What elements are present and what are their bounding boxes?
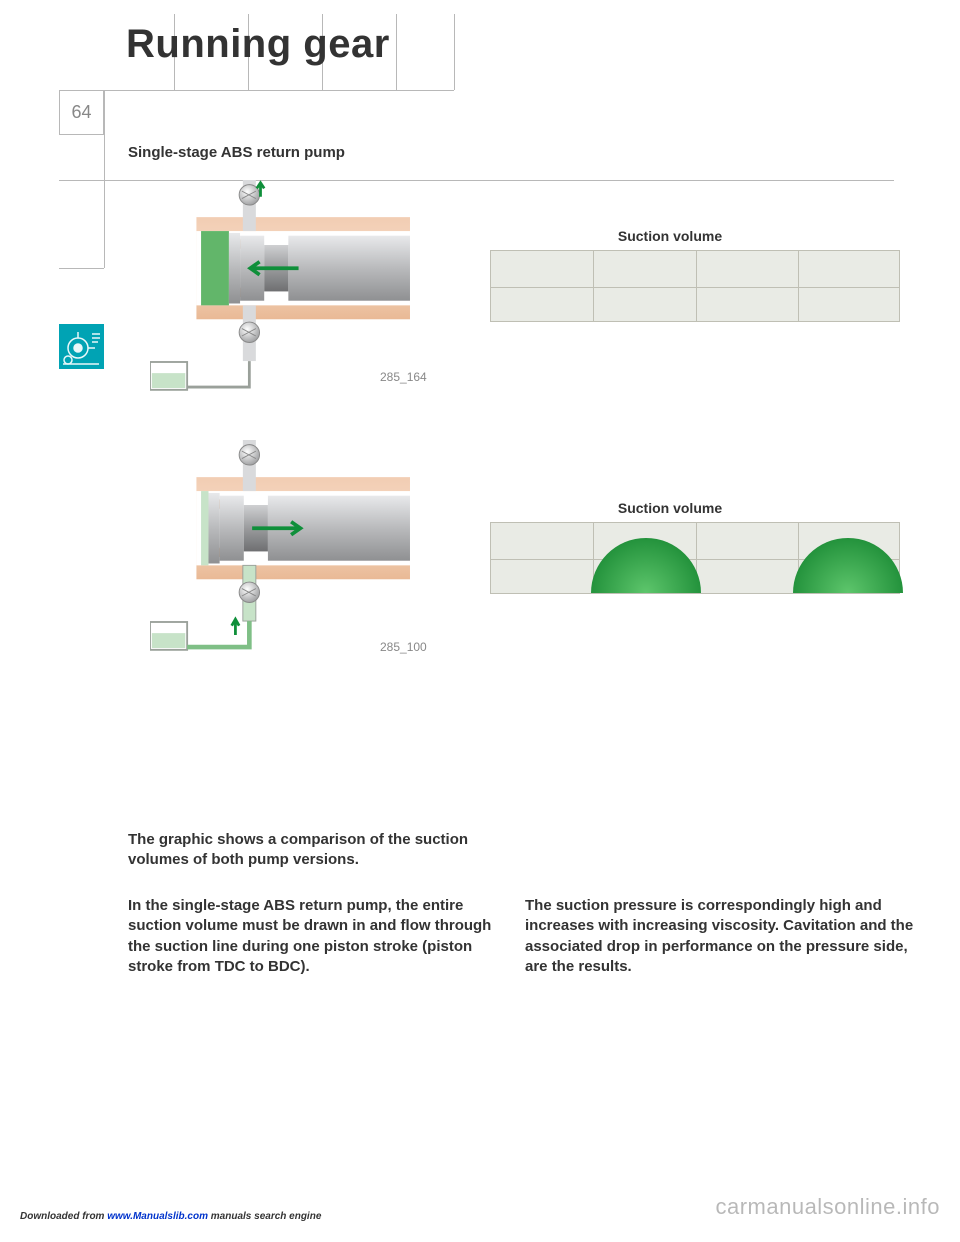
figure-ref: 285_164 (380, 370, 427, 384)
body-intro: The graphic shows a comparison of the su… (128, 830, 488, 871)
watermark: carmanualsonline.info (715, 1194, 940, 1220)
body-column-left: In the single-stage ABS return pump, the… (128, 896, 508, 977)
pump-diagram-bottom (150, 440, 410, 670)
subheading: Single-stage ABS return pump (128, 144, 345, 161)
footer-suffix: manuals search engine (208, 1211, 321, 1222)
suction-bump (793, 538, 903, 593)
page-number-box: 64 (59, 90, 104, 135)
suction-volume-label: Suction volume (580, 500, 760, 516)
page-title: Running gear (126, 22, 390, 67)
page: 64 Running gear Single-stage ABS return … (0, 0, 960, 1242)
suction-bump (591, 538, 701, 593)
header-rule (396, 14, 397, 90)
header-rule (454, 14, 455, 90)
suction-volume-label: Suction volume (580, 228, 760, 244)
suction-volume-chart-top (490, 250, 900, 322)
header-rule (104, 90, 105, 268)
page-number: 64 (71, 102, 91, 123)
figure-ref: 285_100 (380, 640, 427, 654)
pump-diagram-top (150, 180, 410, 410)
suction-volume-chart-bottom (490, 522, 900, 594)
header-rule (59, 268, 104, 269)
section-icon (59, 324, 104, 369)
footer-prefix: Downloaded from (20, 1211, 107, 1222)
footer: Downloaded from www.Manualslib.com manua… (20, 1211, 321, 1222)
footer-link[interactable]: www.Manualslib.com (107, 1211, 208, 1222)
body-column-right: The suction pressure is correspondingly … (525, 896, 925, 977)
header-rule (59, 90, 454, 91)
